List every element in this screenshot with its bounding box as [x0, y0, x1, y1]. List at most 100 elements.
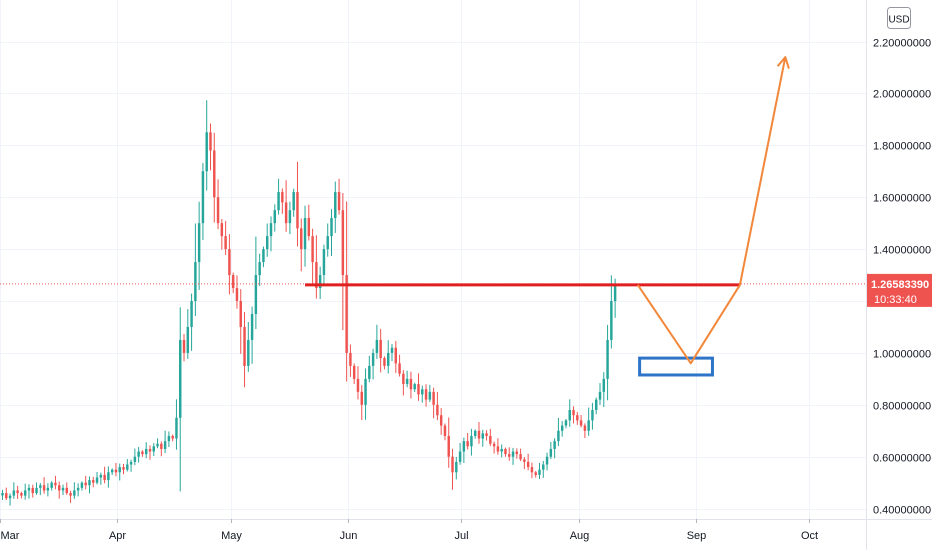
projection-path[interactable]: [636, 56, 787, 365]
candle: [432, 387, 435, 419]
candle: [5, 487, 8, 501]
candle-body: [534, 472, 537, 475]
candle: [209, 123, 212, 171]
candle: [137, 446, 140, 463]
candle-body: [364, 378, 367, 405]
candle: [421, 385, 424, 403]
candle: [284, 180, 288, 232]
candle: [591, 402, 594, 430]
candle-body: [179, 339, 182, 418]
candle: [171, 434, 174, 442]
candle: [23, 483, 27, 500]
candle: [413, 382, 416, 392]
candle-body: [144, 448, 148, 455]
currency-button[interactable]: USD: [887, 7, 911, 29]
candle-body: [73, 490, 76, 496]
candle: [496, 438, 500, 455]
candle: [564, 419, 568, 429]
candle: [235, 275, 239, 309]
candle: [103, 466, 106, 484]
support-zone-box[interactable]: [638, 356, 714, 377]
candle: [148, 445, 152, 460]
candle-body: [557, 430, 560, 442]
candle: [27, 484, 31, 499]
x-tick-label: Apr: [109, 530, 126, 542]
candle-body: [466, 441, 469, 447]
candle: [523, 457, 526, 470]
candle: [201, 162, 205, 240]
candle: [182, 334, 186, 362]
candle: [163, 430, 167, 454]
y-tick-label: 2.20000000: [873, 38, 931, 50]
candle-body: [84, 482, 87, 486]
candle: [54, 475, 57, 490]
candle: [364, 368, 367, 420]
candle-body: [545, 456, 549, 465]
candle: [405, 370, 409, 388]
candle: [572, 406, 575, 424]
candle: [292, 188, 295, 217]
chart-grid: [0, 0, 866, 519]
candle-body: [594, 399, 598, 411]
candle-body: [61, 487, 65, 491]
currency-label: USD: [888, 15, 909, 26]
candle: [65, 482, 69, 495]
candle: [610, 275, 613, 349]
candle: [239, 289, 242, 354]
candle: [409, 371, 413, 399]
y-tick-label: 1.80000000: [873, 141, 931, 153]
candle: [190, 293, 193, 351]
candle: [534, 470, 537, 478]
candle-body: [394, 347, 398, 364]
candle: [73, 482, 76, 499]
candle: [458, 442, 462, 465]
candle: [247, 322, 250, 372]
last-price-value: 1.26583390: [871, 279, 929, 291]
candle: [315, 235, 318, 299]
candle: [379, 328, 382, 373]
candle-body: [326, 236, 329, 250]
candle: [243, 311, 246, 388]
candle: [322, 244, 326, 285]
time-scale-labels: Mar Apr May Jun Jul Aug Sep Oct: [0, 519, 818, 542]
candle: [568, 399, 571, 427]
candle: [262, 246, 265, 268]
candle-body: [553, 441, 556, 449]
candle-body: [281, 192, 284, 203]
x-tick-label: Mar: [1, 530, 20, 542]
candle: [447, 417, 450, 468]
y-tick-label: 0.60000000: [873, 453, 931, 465]
candle-body: [356, 378, 360, 392]
candle: [553, 438, 556, 459]
candle-body: [5, 493, 8, 499]
candle-body: [564, 420, 568, 426]
candle: [205, 100, 208, 191]
candle-body: [247, 339, 250, 366]
candle-body: [209, 132, 212, 151]
candle-body: [273, 210, 277, 224]
candle-body: [613, 283, 617, 302]
candle-body: [16, 490, 19, 494]
candle: [594, 397, 598, 415]
candle-body: [492, 443, 496, 447]
countdown-timer: 10:33:40: [874, 294, 917, 306]
candle-body: [322, 249, 326, 276]
candle: [341, 193, 345, 331]
y-tick-label: 0.40000000: [873, 505, 931, 517]
candle-body: [235, 288, 239, 302]
candle: [576, 412, 579, 425]
candle: [76, 483, 80, 497]
candle-body: [523, 459, 526, 462]
candle: [455, 456, 458, 480]
candle-body: [35, 487, 38, 494]
candle-body: [315, 262, 318, 289]
candle-body: [300, 228, 303, 250]
candle-body: [133, 456, 137, 462]
price-scale[interactable]: [867, 0, 932, 519]
candle-body: [473, 430, 477, 436]
candle-body: [508, 454, 511, 457]
candle-body: [190, 301, 193, 327]
candle: [224, 220, 227, 256]
candle-body: [54, 482, 57, 486]
